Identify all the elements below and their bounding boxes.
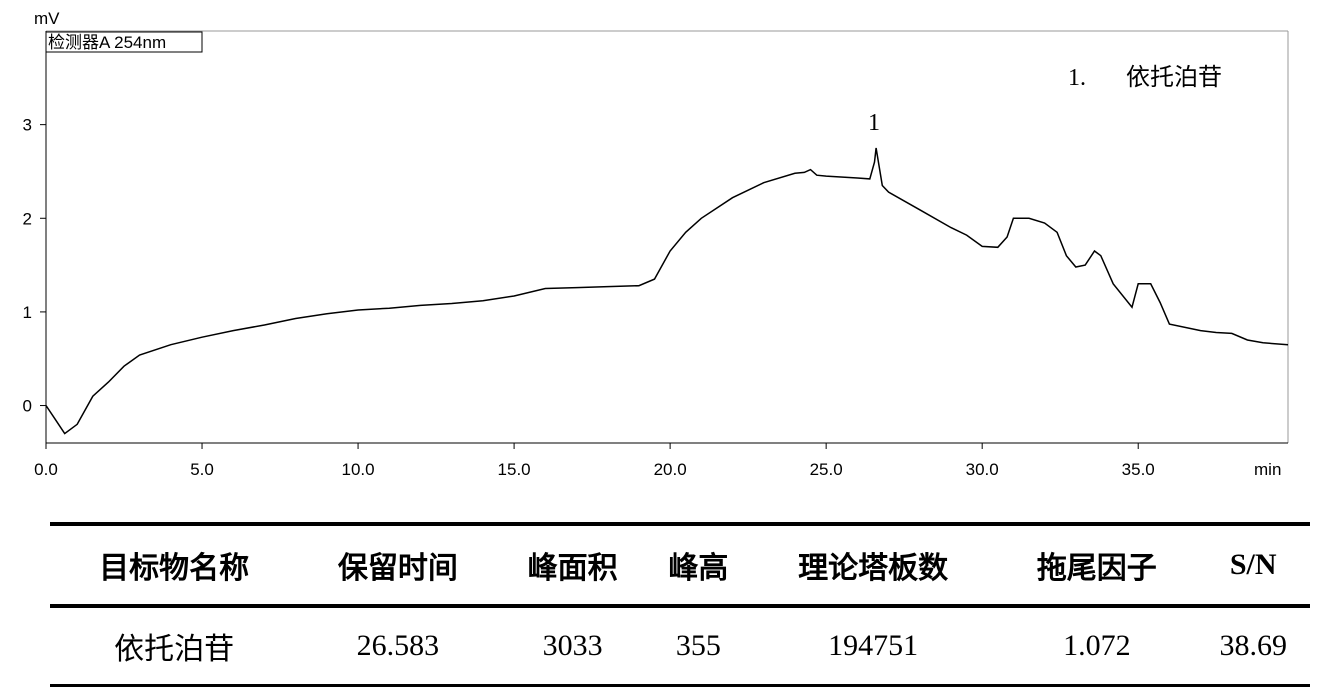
x-tick-label: 35.0 xyxy=(1122,460,1155,479)
peak-label: 1 xyxy=(868,110,880,136)
cell: 依托泊苷 xyxy=(50,606,299,687)
trace xyxy=(45,147,1289,435)
cell: 1.072 xyxy=(997,606,1197,687)
table-body: 依托泊苷 26.583 3033 355 194751 1.072 38.69 xyxy=(50,606,1310,687)
cell: 355 xyxy=(647,606,749,687)
legend-text: 依托泊苷 xyxy=(1126,64,1222,91)
header-cell: S/N xyxy=(1196,522,1310,608)
x-tick-label: 15.0 xyxy=(498,460,531,479)
y-tick-label: 1 xyxy=(23,303,32,322)
legend-number: 1. xyxy=(1068,65,1086,91)
x-tick-label: 0.0 xyxy=(34,460,58,479)
x-axis-label: min xyxy=(1254,460,1281,479)
x-tick-label: 20.0 xyxy=(654,460,687,479)
header-row: 目标物名称 保留时间 峰面积 峰高 理论塔板数 拖尾因子 S/N xyxy=(50,522,1310,608)
x-tick-label: 25.0 xyxy=(810,460,843,479)
row: 依托泊苷 26.583 3033 355 194751 1.072 38.69 xyxy=(50,606,1310,687)
y-tick-label: 2 xyxy=(23,209,32,228)
chart: mV 检测器A 254nm min 1 1. 依托泊苷 0.0 5.0 10.0 15… xyxy=(23,9,1289,479)
cell: 26.583 xyxy=(298,606,498,687)
detector-box xyxy=(45,31,203,53)
x-tick-label: 30.0 xyxy=(966,460,999,479)
cell: 194751 xyxy=(748,606,998,687)
result-table: 目标物名称 保留时间 峰面积 峰高 理论塔板数 拖尾因子 S/N 依托泊苷 26.583 303… xyxy=(50,522,1310,687)
header-cell: 目标物名称 xyxy=(50,522,299,608)
cell: 3033 xyxy=(497,606,648,687)
header-cell: 峰面积 xyxy=(497,522,648,608)
y-tick-label: 0 xyxy=(23,397,32,416)
cell: 38.69 xyxy=(1196,606,1310,687)
y-axis-label: mV xyxy=(34,9,60,28)
x-tick-label: 5.0 xyxy=(190,460,214,479)
header-cell: 拖尾因子 xyxy=(997,522,1197,608)
header-cell: 理论塔板数 xyxy=(748,522,998,608)
header-cell: 峰高 xyxy=(647,522,749,608)
header-cell: 保留时间 xyxy=(298,522,498,608)
detector-label: 检测器A 254nm xyxy=(48,33,166,52)
y-tick-label: 3 xyxy=(23,116,32,135)
x-tick-label: 10.0 xyxy=(342,460,375,479)
